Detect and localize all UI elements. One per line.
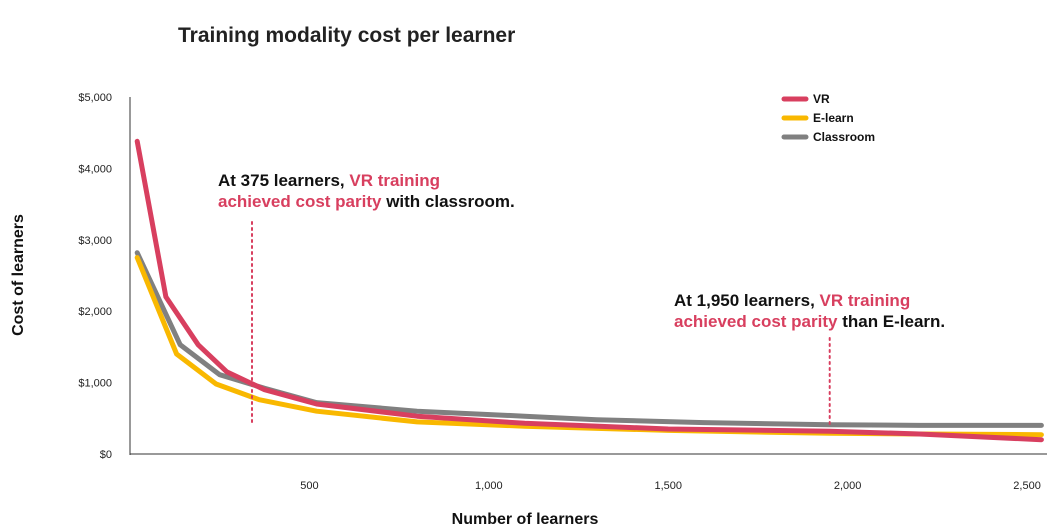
x-tick-label: 500	[300, 480, 318, 492]
annotations: At 375 learners, VR training achieved cos…	[218, 171, 945, 426]
x-tick-label: 2,000	[834, 480, 862, 492]
x-tick-label: 1,000	[475, 480, 503, 492]
y-tick-label: $1,000	[78, 378, 112, 390]
axes: $0 $1,000 $2,000 $3,000 $4,000 $5,000 500 1,000…	[78, 92, 1047, 492]
y-tick-label: $3,000	[78, 235, 112, 247]
annotation-line: achieved cost parity with classroom.	[218, 192, 515, 211]
annotation-segment: VR training	[820, 291, 911, 310]
series-lines	[134, 138, 1044, 443]
annotation-line: At 1,950 learners, VR training	[674, 291, 910, 310]
legend-label: E-learn	[813, 111, 854, 125]
series-line-vr	[134, 138, 1044, 443]
chart-title: Training modality cost per learner	[178, 24, 515, 47]
y-axis-label: Cost of learners	[10, 214, 27, 336]
x-tick-label: 1,500	[654, 480, 682, 492]
annotation-line: achieved cost parity than E-learn.	[674, 312, 945, 331]
annotation-segment: At 1,950 learners,	[674, 291, 820, 310]
y-tick-label: $2,000	[78, 306, 112, 318]
annotation-segment: achieved cost parity	[218, 192, 382, 211]
x-axis-label: Number of learners	[452, 511, 599, 528]
annotation-segment: with classroom.	[381, 192, 514, 211]
annotation-segment: At 375 learners,	[218, 171, 349, 190]
annotation-segment: VR training	[349, 171, 440, 190]
y-tick-label: $0	[100, 449, 112, 461]
x-tick-label: 2,500	[1013, 480, 1041, 492]
annotation-segment: than E-learn.	[837, 312, 945, 331]
legend-label: VR	[813, 92, 830, 106]
y-tick-label: $5,000	[78, 92, 112, 104]
annotation-line: At 375 learners, VR training	[218, 171, 440, 190]
y-tick-label: $4,000	[78, 163, 112, 175]
legend: VR E-learn Classroom	[781, 92, 875, 144]
series-line-classroom	[134, 250, 1044, 428]
legend-label: Classroom	[813, 130, 875, 144]
annotation-segment: achieved cost parity	[674, 312, 838, 331]
series-line-e-learn	[134, 255, 1044, 438]
